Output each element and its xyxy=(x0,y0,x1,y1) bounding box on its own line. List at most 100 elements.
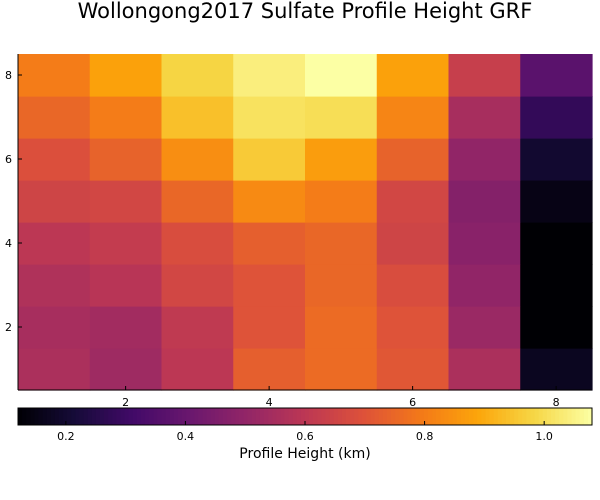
heatmap-cell-r5-c8 xyxy=(520,180,593,223)
colorbar-segment xyxy=(530,408,536,425)
colorbar-segment xyxy=(46,408,52,425)
colorbar-segment xyxy=(268,408,273,425)
colorbar-segment xyxy=(419,408,425,425)
colorbar-segment xyxy=(75,408,81,425)
colorbar-segment xyxy=(452,408,458,425)
colorbar-segment xyxy=(411,408,417,425)
heatmap-cell-r2-c7 xyxy=(448,306,521,349)
colorbar-segment xyxy=(165,408,171,425)
colorbar-segment xyxy=(567,408,573,425)
heatmap-cell-r1-c7 xyxy=(448,348,521,391)
heatmap-cell-r3-c8 xyxy=(520,264,593,307)
colorbar-segment xyxy=(337,408,343,425)
colorbar-segment xyxy=(63,408,68,425)
colorbar-segment xyxy=(296,408,302,425)
heatmap-cell-r7-c4 xyxy=(233,96,306,139)
colorbar-segment xyxy=(518,408,523,425)
colorbar-segment xyxy=(563,408,568,425)
heatmap-cell-r8-c3 xyxy=(161,54,234,97)
heatmap-cell-r4-c5 xyxy=(305,222,378,265)
colorbar-segment xyxy=(378,408,384,425)
heatmap-cell-r7-c3 xyxy=(161,96,234,139)
heatmap-cell-r7-c6 xyxy=(376,96,450,139)
colorbar-segment xyxy=(423,408,429,425)
y-tick-label: 6 xyxy=(5,153,12,166)
colorbar-segment xyxy=(575,408,581,425)
colorbar-segment xyxy=(444,408,450,425)
colorbar xyxy=(17,407,593,426)
colorbar-segment xyxy=(432,408,437,425)
colorbar-segment xyxy=(71,408,76,425)
colorbar-segment xyxy=(116,408,122,425)
colorbar-segment xyxy=(542,408,548,425)
colorbar-segment xyxy=(510,408,515,425)
heatmap-cell-r5-c3 xyxy=(161,180,234,223)
colorbar-segment xyxy=(571,408,577,425)
colorbar-segment xyxy=(497,408,503,425)
colorbar-segment xyxy=(321,408,327,425)
heatmap-cell-r6-c3 xyxy=(161,138,234,181)
heatmap-cell-r7-c5 xyxy=(305,96,378,139)
heatmap-cell-r5-c5 xyxy=(305,180,378,223)
colorbar-segment xyxy=(157,408,163,425)
heatmap-cell-r6-c6 xyxy=(376,138,450,181)
colorbar-segment xyxy=(583,408,589,425)
colorbar-segment xyxy=(505,408,511,425)
colorbar-segment xyxy=(399,408,404,425)
heatmap-cell-r5-c6 xyxy=(376,180,450,223)
heatmap-cell-r8-c6 xyxy=(376,54,450,97)
heatmap-cell-r1-c8 xyxy=(520,348,593,391)
colorbar-segment xyxy=(522,408,527,425)
heatmap-cell-r4-c3 xyxy=(161,222,234,265)
colorbar-segment xyxy=(214,408,220,425)
heatmap-cell-r3-c4 xyxy=(233,264,306,307)
heatmap-cell-r5-c7 xyxy=(448,180,521,223)
colorbar-segment xyxy=(350,408,355,425)
colorbar-segment xyxy=(186,408,191,425)
colorbar-segment xyxy=(145,408,150,425)
colorbar-tick-label: 0.6 xyxy=(296,430,314,443)
colorbar-segment xyxy=(108,408,113,425)
colorbar-tick-label: 1.0 xyxy=(535,430,553,443)
colorbar-segment xyxy=(276,408,281,425)
heatmap-cell-r8-c5 xyxy=(305,54,378,97)
colorbar-segment xyxy=(587,408,593,425)
colorbar-segment xyxy=(182,408,187,425)
colorbar-segment xyxy=(485,408,491,425)
heatmap-cell-r6-c5 xyxy=(305,138,378,181)
heatmap-cell-r4-c6 xyxy=(376,222,450,265)
colorbar-segment xyxy=(460,408,466,425)
colorbar-segment xyxy=(161,408,167,425)
colorbar-segment xyxy=(534,408,540,425)
colorbar-segment xyxy=(67,408,72,425)
colorbar-segment xyxy=(538,408,544,425)
colorbar-segment xyxy=(464,408,470,425)
heatmap-cell-r1-c1 xyxy=(18,348,91,391)
colorbar-label: Profile Height (km) xyxy=(239,446,370,462)
x-tick-label: 2 xyxy=(122,396,129,409)
colorbar-segment xyxy=(477,408,482,425)
plot-axes xyxy=(17,54,592,391)
colorbar-segment xyxy=(514,408,519,425)
colorbar-segment xyxy=(370,408,376,425)
chart-title: Wollongong2017 Sulfate Profile Height GR… xyxy=(78,0,533,23)
heatmap-cell-r5-c4 xyxy=(233,180,306,223)
heatmap-cell-r8-c2 xyxy=(89,54,163,97)
colorbar-segment xyxy=(169,408,175,425)
heatmap-cell-r6-c7 xyxy=(448,138,521,181)
colorbar-segment xyxy=(448,408,454,425)
colorbar-segment xyxy=(202,408,208,425)
colorbar-segment xyxy=(194,408,199,425)
colorbar-segment xyxy=(128,408,134,425)
colorbar-segment xyxy=(292,408,298,425)
colorbar-segment xyxy=(18,408,23,425)
colorbar-segment xyxy=(288,408,294,425)
colorbar-segment xyxy=(415,408,421,425)
heatmap-cell-r1-c4 xyxy=(233,348,306,391)
colorbar-segment xyxy=(264,408,269,425)
heatmap-cell-r2-c3 xyxy=(161,306,234,349)
colorbar-segment xyxy=(223,408,228,425)
colorbar-segment xyxy=(300,408,306,425)
colorbar-segment xyxy=(218,408,224,425)
colorbar-segment xyxy=(354,408,359,425)
